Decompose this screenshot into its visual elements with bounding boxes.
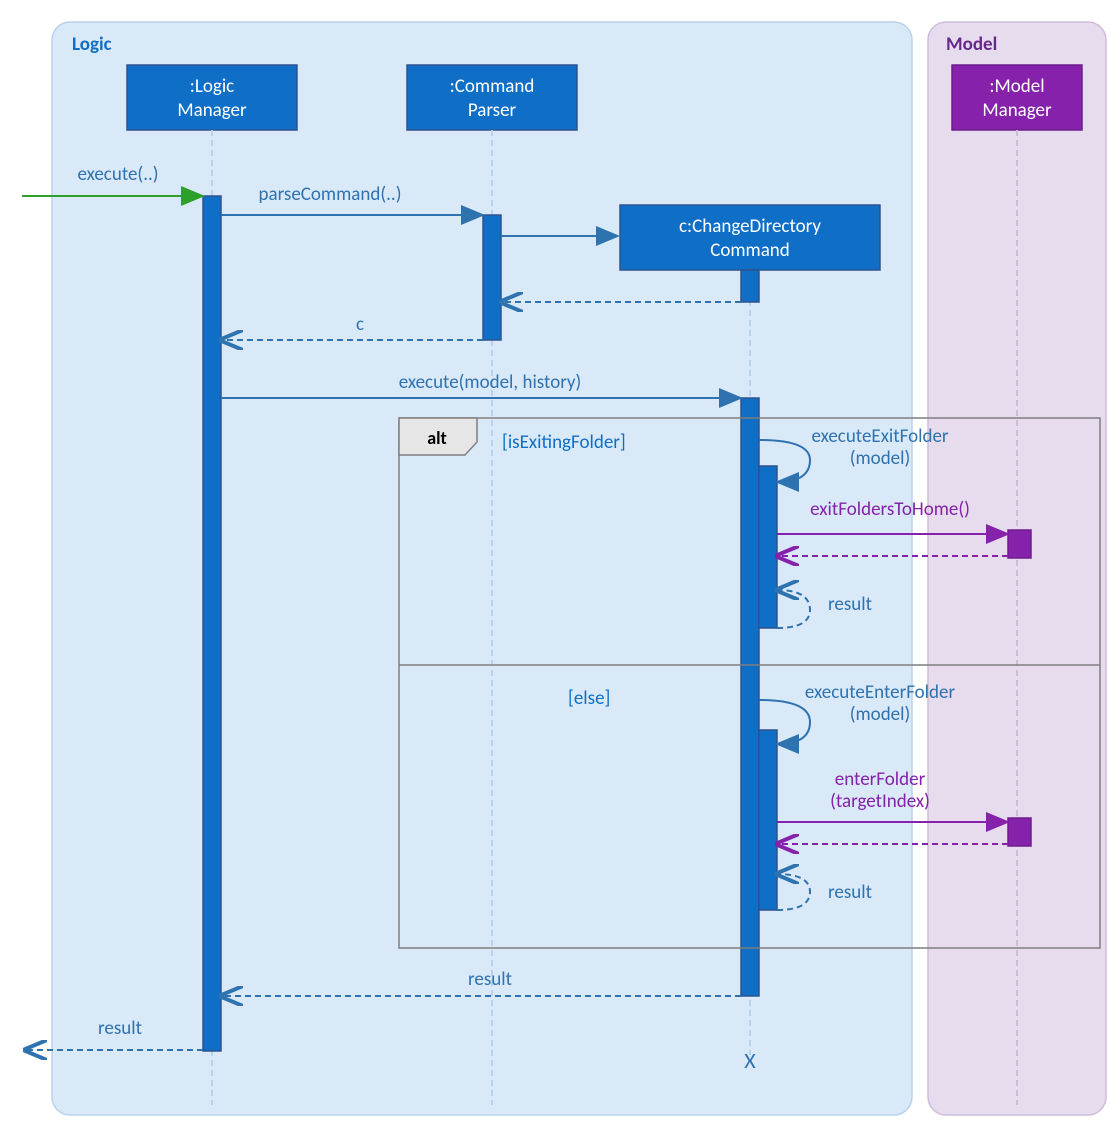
msg-enter-target1: enterFolder: [835, 768, 926, 791]
msg-exit-folder2: (model): [850, 447, 911, 470]
msg-c: c: [356, 313, 364, 336]
alt-guard1: [isExitingFolder]: [502, 431, 626, 454]
model-manager-activation1: [1008, 530, 1031, 558]
change-directory-activation3: [759, 466, 777, 628]
change-directory-activation1: [741, 270, 759, 302]
msg-final-result: result: [98, 1017, 143, 1040]
model-frame-label: Model: [946, 33, 997, 56]
change-directory-label1: c:ChangeDirectory: [679, 215, 821, 238]
change-directory-activation4: [759, 730, 777, 910]
command-parser-activation: [483, 215, 501, 340]
alt-guard2: [else]: [568, 687, 610, 710]
msg-exit-home: exitFoldersToHome(): [810, 498, 970, 521]
destroy-x: X: [744, 1047, 756, 1074]
msg-enter-target2: (targetIndex): [830, 790, 930, 813]
sequence-diagram: Logic Model :Logic Manager :Command Pars…: [10, 10, 1110, 1134]
msg-exec-model: execute(model, history): [399, 371, 582, 394]
change-directory-activation2: [741, 398, 759, 996]
alt-label: alt: [427, 427, 447, 449]
msg-enter-folder1: executeEnterFolder: [805, 681, 956, 704]
msg-result1: result: [828, 593, 873, 616]
model-manager-activation2: [1008, 818, 1031, 846]
msg-enter-folder2: (model): [850, 703, 911, 726]
logic-manager-activation: [203, 196, 221, 1051]
logic-manager-label1: :Logic: [190, 75, 234, 98]
logic-manager-label2: Manager: [177, 99, 247, 122]
logic-frame-label: Logic: [72, 33, 112, 56]
msg-execute: execute(..): [77, 163, 158, 186]
command-parser-label1: :Command: [450, 75, 535, 98]
command-parser-label2: Parser: [468, 99, 517, 122]
msg-result2: result: [828, 881, 873, 904]
msg-exit-folder1: executeExitFolder: [811, 425, 948, 448]
change-directory-label2: Command: [710, 239, 790, 262]
msg-parse: parseCommand(..): [259, 183, 402, 206]
logic-frame: [52, 22, 912, 1115]
model-manager-label1: :Model: [989, 75, 1044, 98]
msg-result-return: result: [468, 968, 513, 991]
model-manager-label2: Manager: [982, 99, 1052, 122]
